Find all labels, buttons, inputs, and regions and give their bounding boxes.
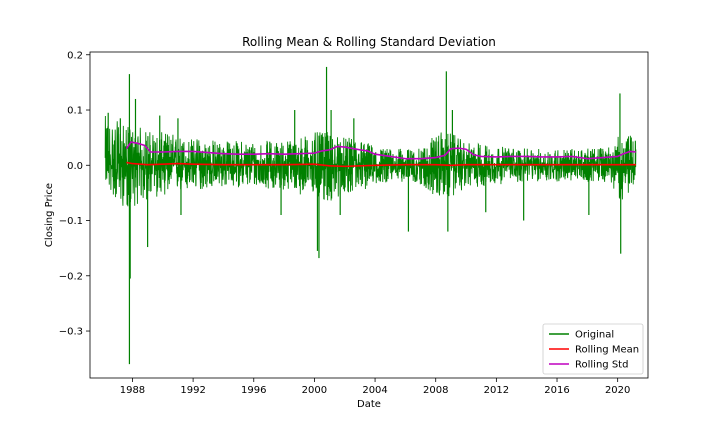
legend: Original Rolling Mean Rolling Std	[542, 323, 644, 375]
rolling-std-line	[125, 141, 636, 160]
y-axis: −0.3 −0.2 −0.1 0.0 0.1 0.2	[59, 50, 90, 338]
plot-area	[89, 51, 649, 379]
y-tick-label: −0.2	[59, 271, 83, 282]
y-tick-label: 0.0	[67, 161, 83, 172]
legend-label-rolling-mean: Rolling Mean	[575, 345, 639, 356]
legend-label-rolling-std: Rolling Std	[575, 360, 628, 371]
y-tick-label: 0.1	[67, 106, 83, 117]
y-tick-label: −0.1	[59, 216, 83, 227]
x-tick-label: 2008	[423, 385, 448, 396]
x-tick-label: 1992	[180, 385, 205, 396]
x-tick-label: 2000	[302, 385, 327, 396]
x-tick-label: 1988	[120, 385, 145, 396]
x-tick-label: 2020	[605, 385, 630, 396]
x-tick-label: 2004	[362, 385, 387, 396]
y-tick-label: 0.2	[67, 50, 83, 61]
series-original	[104, 66, 637, 365]
x-axis-label: Date	[357, 399, 381, 410]
original-line	[104, 115, 637, 207]
legend-box	[542, 323, 644, 375]
chart-title: Rolling Mean & Rolling Standard Deviatio…	[242, 35, 496, 49]
plot-frame	[89, 51, 649, 379]
series-rolling-mean	[126, 161, 636, 168]
y-tick-label: −0.3	[59, 327, 83, 338]
rolling-mean-line	[126, 161, 636, 168]
series-rolling-std	[125, 141, 636, 160]
y-axis-label: Closing Price	[44, 183, 55, 247]
x-axis: 1988 1992 1996 2000 2004 2008 2012 2016 2020	[120, 378, 630, 396]
x-tick-label: 1996	[241, 385, 266, 396]
legend-label-original: Original	[575, 330, 614, 341]
x-tick-label: 2012	[484, 385, 509, 396]
x-tick-label: 2016	[544, 385, 569, 396]
